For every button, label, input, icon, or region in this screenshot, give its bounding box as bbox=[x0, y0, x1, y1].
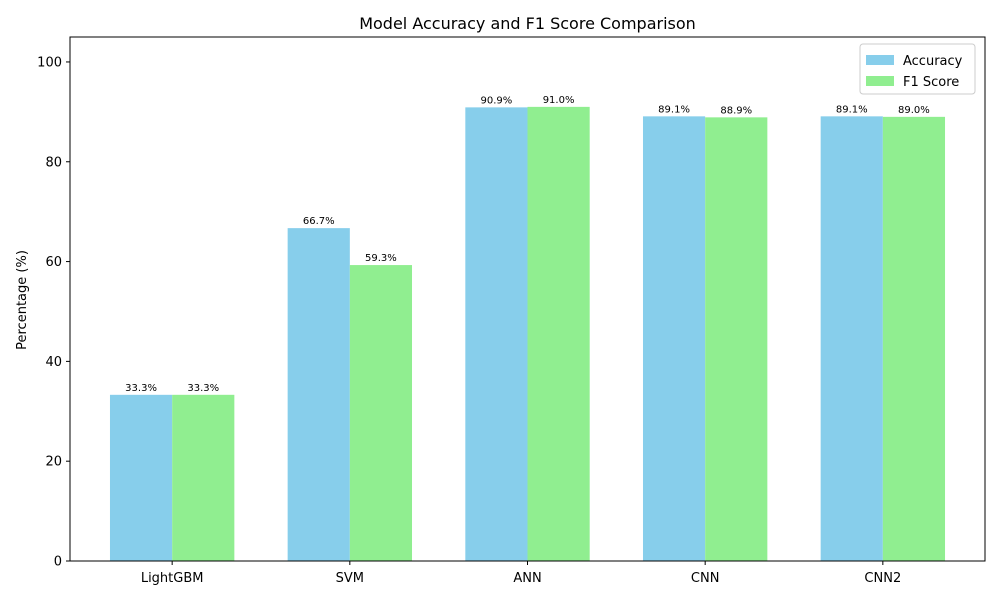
value-label-f1-score: 89.0% bbox=[898, 105, 930, 116]
legend-swatch-accuracy bbox=[866, 55, 894, 65]
bar-f1-score-ann bbox=[527, 106, 590, 561]
bar-accuracy-cnn2 bbox=[820, 116, 883, 561]
x-tick-label: ANN bbox=[513, 571, 541, 586]
value-label-accuracy: 66.7% bbox=[303, 216, 335, 227]
y-tick-label: 80 bbox=[45, 155, 62, 170]
bar-accuracy-ann bbox=[465, 107, 528, 561]
legend: Accuracy F1 Score bbox=[859, 43, 976, 95]
y-tick-label: 60 bbox=[45, 255, 62, 270]
value-label-f1-score: 33.3% bbox=[187, 383, 219, 394]
bars-layer bbox=[109, 106, 946, 561]
y-tick-label: 20 bbox=[45, 455, 62, 470]
y-axis-label: Percentage (%) bbox=[15, 250, 30, 350]
bar-accuracy-cnn bbox=[642, 116, 706, 561]
bar-f1-score-lightgbm bbox=[172, 394, 235, 561]
x-tick-label: SVM bbox=[336, 571, 364, 586]
value-label-accuracy: 89.1% bbox=[836, 104, 868, 115]
value-label-f1-score: 59.3% bbox=[365, 253, 397, 264]
value-label-accuracy: 90.9% bbox=[481, 95, 513, 106]
y-tick-label: 0 bbox=[54, 555, 62, 570]
x-tick-label: LightGBM bbox=[141, 571, 204, 586]
bar-f1-score-cnn bbox=[705, 117, 768, 561]
value-label-accuracy: 33.3% bbox=[125, 383, 157, 394]
x-tick-label: CNN bbox=[691, 571, 720, 586]
bar-accuracy-lightgbm bbox=[109, 394, 173, 561]
legend-label-f1-score: F1 Score bbox=[903, 75, 959, 90]
chart-title: Model Accuracy and F1 Score Comparison bbox=[359, 14, 696, 33]
x-axis: LightGBM SVM ANN CNN CNN2 bbox=[141, 561, 901, 586]
legend-swatch-f1-score bbox=[866, 76, 894, 86]
y-tick-label: 40 bbox=[45, 355, 62, 370]
value-label-f1-score: 88.9% bbox=[720, 105, 752, 116]
bar-f1-score-svm bbox=[349, 265, 413, 561]
y-axis: 0 20 40 60 80 100 bbox=[37, 55, 70, 570]
legend-label-accuracy: Accuracy bbox=[903, 54, 963, 69]
value-labels-layer: 33.3% 66.7% 90.9% 89.1% 89.1% 33.3% 59.3% 91.0%… bbox=[125, 95, 930, 394]
y-tick-label: 100 bbox=[37, 55, 62, 70]
bar-f1-score-cnn2 bbox=[882, 116, 946, 561]
x-tick-label: CNN2 bbox=[864, 571, 901, 586]
bar-accuracy-svm bbox=[287, 228, 350, 561]
value-label-accuracy: 89.1% bbox=[658, 104, 690, 115]
value-label-f1-score: 91.0% bbox=[543, 95, 575, 106]
